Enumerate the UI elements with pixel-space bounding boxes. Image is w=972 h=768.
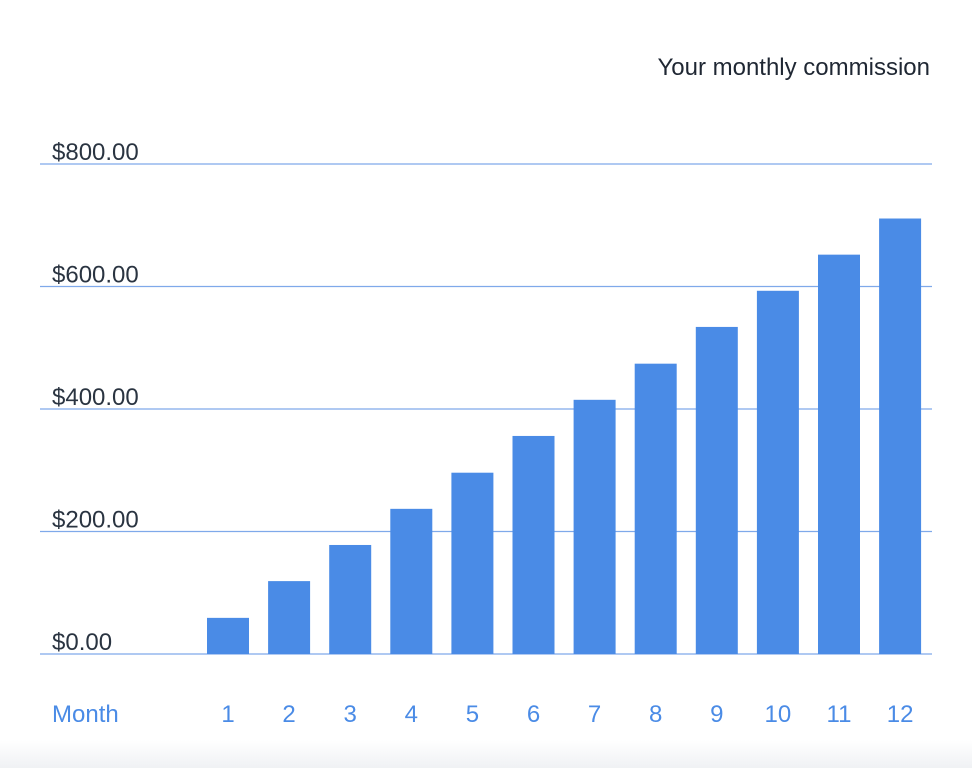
bar: [573, 399, 616, 654]
x-tick-label: 9: [710, 701, 723, 728]
bar: [390, 508, 433, 654]
y-tick-layer: $0.00 $200.00 $400.00 $600.00 $800.00: [52, 139, 139, 656]
y-tick-label: $200.00: [52, 507, 139, 534]
x-tick-label: 3: [344, 701, 357, 728]
bottom-fade: [0, 740, 972, 768]
x-tick-label: 6: [527, 701, 540, 728]
x-tick-label: 2: [282, 701, 295, 728]
bar: [329, 544, 372, 654]
chart-title: Your monthly commission: [657, 54, 930, 81]
x-tick-label: 10: [765, 701, 792, 728]
bar: [879, 218, 922, 654]
x-tick-label: 5: [466, 701, 479, 728]
x-tick-label: 8: [649, 701, 662, 728]
bar: [634, 363, 677, 654]
x-tick-label: 1: [221, 701, 234, 728]
bar: [268, 581, 311, 654]
x-tick-label: 12: [887, 701, 914, 728]
y-tick-label: $800.00: [52, 139, 139, 166]
bar: [207, 617, 249, 654]
bar: [512, 435, 555, 654]
x-axis-label: Month: [52, 701, 119, 728]
bar: [695, 326, 738, 654]
y-tick-label: $400.00: [52, 384, 139, 411]
x-tick-layer: 1 2 3 4 5 6 7 8 9 10 11 12: [221, 701, 913, 728]
bar-layer: [207, 218, 922, 654]
bar: [818, 254, 860, 654]
y-tick-label: $600.00: [52, 262, 139, 289]
x-tick-label: 11: [827, 701, 852, 728]
x-tick-label: 4: [405, 701, 418, 728]
bar: [756, 290, 799, 654]
x-tick-label: 7: [588, 701, 601, 728]
bar: [451, 472, 494, 654]
y-tick-label: $0.00: [52, 629, 112, 656]
